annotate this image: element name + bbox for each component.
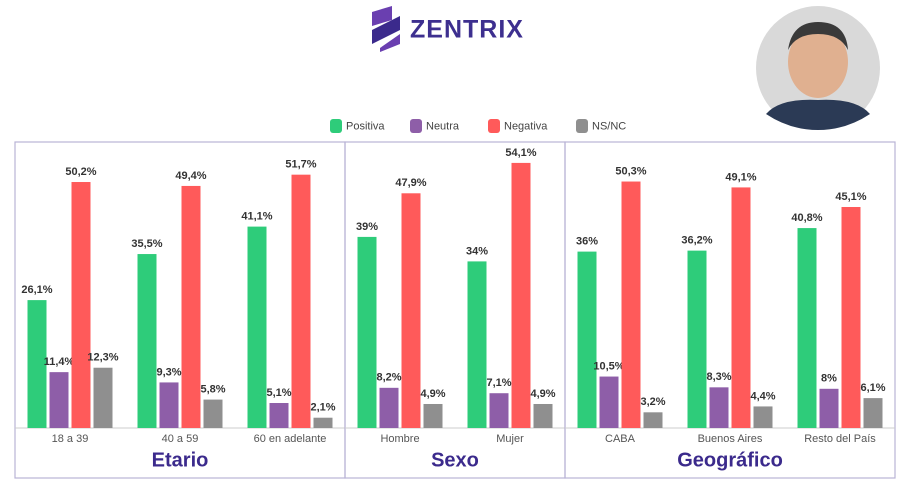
face [788,26,848,98]
x-tick-label: 60 en adelante [254,433,327,445]
panel-title: Geográfico [677,449,783,471]
bar [181,185,201,428]
value-label: 54,1% [505,147,536,159]
photo [756,6,880,130]
bar [533,403,553,428]
value-label: 8,2% [376,372,401,384]
value-label: 7,1% [486,377,511,389]
value-label: 8,3% [706,371,731,383]
x-tick-label: Mujer [496,433,524,445]
bar [423,403,443,428]
value-label: 4,9% [420,388,445,400]
bar [599,376,619,428]
value-label: 4,4% [750,390,775,402]
value-label: 4,9% [530,388,555,400]
legend-label: Negativa [504,120,548,132]
brand: ZENTRIX [410,16,524,44]
bar [71,182,91,428]
suit [766,99,870,130]
value-label: 2,1% [310,402,335,414]
value-label: 36% [576,236,598,248]
legend-swatch [488,119,500,133]
bar [753,406,773,428]
bar [819,388,839,428]
bar [467,261,487,428]
legend-swatch [576,119,588,133]
bar [159,382,179,428]
x-tick-label: Buenos Aires [698,433,763,445]
value-label: 49,1% [725,171,756,183]
value-label: 47,9% [395,177,426,189]
bar [49,372,69,428]
bar [379,387,399,428]
bar [731,187,751,428]
value-label: 49,4% [175,170,206,182]
logo-icon [380,34,400,52]
bar [203,399,223,428]
bar [313,417,333,428]
value-label: 26,1% [21,284,52,296]
bar [291,174,311,428]
bar [247,226,267,428]
value-label: 5,8% [200,383,225,395]
legend-label: NS/NC [592,120,626,132]
bar [27,300,47,428]
bar [687,250,707,428]
bar [93,367,113,428]
legend-swatch [410,119,422,133]
x-tick-label: Resto del País [804,433,876,445]
logo: ZENTRIX [372,6,524,52]
value-label: 11,4% [44,356,75,368]
value-label: 34% [466,245,488,257]
panel-title: Sexo [431,449,479,471]
x-tick-label: CABA [605,433,636,445]
bar [489,393,509,428]
panel-title: Etario [152,449,209,471]
bar [269,403,289,428]
bar [511,162,531,428]
value-label: 3,2% [640,396,665,408]
value-label: 50,3% [615,165,646,177]
value-label: 35,5% [131,238,162,250]
bar [577,251,597,428]
value-label: 51,7% [285,159,316,171]
bar [863,398,883,428]
logo-icon [372,6,392,26]
value-label: 40,8% [791,212,822,224]
x-tick-label: Hombre [380,433,419,445]
value-label: 41,1% [241,211,272,223]
value-label: 45,1% [835,191,866,203]
value-label: 10,5% [593,360,624,372]
hair [788,22,848,50]
legend-label: Neutra [426,120,460,132]
value-label: 9,3% [156,366,181,378]
value-label: 12,3% [87,352,118,364]
value-label: 6,1% [860,382,885,394]
bar [797,228,817,428]
bar [841,207,861,428]
value-label: 50,2% [65,166,96,178]
x-tick-label: 40 a 59 [162,433,199,445]
logo-icon [372,16,400,44]
legend-label: Positiva [346,120,385,132]
x-tick-label: 18 a 39 [52,433,89,445]
value-label: 8% [821,373,837,385]
value-label: 5,1% [266,387,291,399]
legend-swatch [330,119,342,133]
bar [621,181,641,428]
bar [401,193,421,428]
value-label: 36,2% [681,235,712,247]
value-label: 39% [356,221,378,233]
bar [137,254,157,428]
bar [709,387,729,428]
bar [643,412,663,428]
panel [564,141,896,479]
bar [357,236,377,428]
